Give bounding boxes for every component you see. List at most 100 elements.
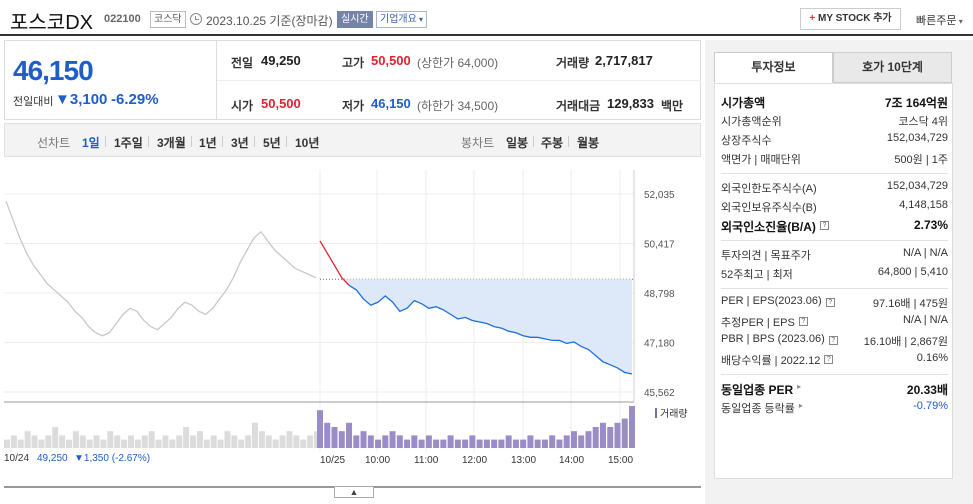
info-row: 52주최고 | 최저 64,800 | 5,410 <box>721 266 948 284</box>
lower-limit: (하한가 34,500) <box>417 99 499 113</box>
help-icon[interactable]: ? <box>828 336 838 345</box>
today-volume-bar <box>433 439 440 448</box>
today-volume-bar <box>512 439 519 448</box>
tab-5year[interactable]: 5년 <box>263 136 281 150</box>
chevron-right-icon[interactable]: ▸ <box>797 382 802 391</box>
chart-period-tabs: 선차트 1일 1주일 3개월 1년 3년 5년 10년 봉차트 일봉 주봉 월봉 <box>4 123 701 157</box>
prev-volume-bar <box>272 439 279 448</box>
today-volume-bar <box>476 439 483 448</box>
prev-volume-bar <box>210 435 217 448</box>
prev-volume-bar <box>252 422 258 448</box>
today-volume-bar <box>418 439 425 448</box>
prev-day-change: ▼1,350 (-2.67%) <box>74 453 151 464</box>
prev-volume-bar <box>231 435 238 448</box>
low-label: 저가 <box>342 99 365 113</box>
tab-1day[interactable]: 1일 <box>82 136 100 150</box>
change-amount: ▼3,100 <box>55 91 108 108</box>
today-volume-bar <box>505 435 512 448</box>
prev-volume-bar <box>217 439 224 448</box>
today-volume-bar <box>367 435 374 448</box>
help-icon[interactable]: ? <box>819 221 829 230</box>
tab-3month[interactable]: 3개월 <box>157 136 186 150</box>
date-text: 2023.10.25 기준(장마감) <box>206 14 333 28</box>
volume-legend: 거래량 <box>660 408 688 420</box>
info-value: 500원 | 1주 <box>894 154 948 166</box>
today-volume-bar <box>440 439 447 448</box>
tab-weekly-candle[interactable]: 주봉 <box>541 136 564 150</box>
prev-volume-bar <box>24 431 31 448</box>
prev-volume-bar <box>307 435 314 448</box>
prev-volume-bar <box>134 439 141 448</box>
prev-value: 49,250 <box>261 53 301 68</box>
prev-volume-bar <box>59 435 66 448</box>
today-volume-bar <box>389 431 396 448</box>
help-icon[interactable]: ? <box>825 298 835 307</box>
prev-volume-bar <box>66 439 72 448</box>
tab-separator <box>222 136 223 147</box>
chevron-right-icon[interactable]: ▸ <box>798 401 803 410</box>
tab-daily-candle[interactable]: 일봉 <box>506 136 529 150</box>
today-volume-bar <box>360 431 367 448</box>
tab-monthly-candle[interactable]: 월봉 <box>577 136 600 150</box>
prev-day-date: 10/24 <box>4 453 30 464</box>
prev-volume-bar <box>169 439 176 448</box>
today-volume-bar <box>411 435 418 448</box>
x-tick-label: 14:00 <box>559 455 584 466</box>
today-volume-bar <box>462 439 469 448</box>
prev-volume-bar <box>265 435 272 448</box>
clock-icon <box>190 13 202 25</box>
info-value: 16.10배 | 2,867원 <box>863 336 948 348</box>
tab-separator <box>533 136 534 147</box>
stock-header: 포스코DX 022100 코스닥 2023.10.25 기준(장마감) 실시간 … <box>0 0 973 36</box>
tab-separator <box>254 136 255 147</box>
price-chart[interactable]: 52,035 50,417 48,798 47,180 45,562 10/25 10:0… <box>4 170 701 470</box>
quick-order-dropdown[interactable]: 빠른주문 <box>916 12 963 28</box>
tab-separator <box>286 136 287 147</box>
today-volume-bar <box>353 435 360 448</box>
info-value: 20.33배 <box>906 383 948 397</box>
help-icon[interactable]: ? <box>798 317 808 326</box>
today-volume-bar <box>469 435 476 448</box>
low-value: 46,150 <box>371 96 411 111</box>
tab-hoga-10[interactable]: 호가 10단계 <box>833 52 952 83</box>
investment-info-panel: 투자정보 호가 10단계 시가총액 7조 164억원 시가총액순위 코스닥 4위 상장주… <box>705 40 973 504</box>
today-volume-bar <box>338 431 345 448</box>
open-label: 시가 <box>231 99 254 113</box>
below-prev-close-area <box>320 279 632 375</box>
today-volume-bar <box>317 410 323 448</box>
line-chart-label: 선차트 <box>37 136 71 150</box>
info-value: 152,034,729 <box>886 132 948 144</box>
live-badge[interactable]: 실시간 <box>337 11 373 28</box>
info-row: 동일업종 등락률 ▸ -0.79% <box>721 400 948 418</box>
prev-volume-bar <box>176 435 183 448</box>
tab-1year[interactable]: 1년 <box>199 136 217 150</box>
info-value: 152,034,729 <box>886 180 948 192</box>
tab-10year[interactable]: 10년 <box>295 136 320 150</box>
amount-label: 거래대금 <box>556 99 601 113</box>
today-volume-bar <box>498 439 505 448</box>
tab-separator <box>148 136 149 147</box>
prev-volume-bar <box>121 439 128 448</box>
info-label: PBR | BPS (2023.06) <box>721 333 825 345</box>
info-row: 추정PER | EPS? N/A | N/A <box>721 314 948 332</box>
info-value: 7조 164억원 <box>884 96 948 110</box>
today-volume-bar <box>346 422 353 448</box>
mystock-add-button[interactable]: + MY STOCK 추가 <box>800 8 901 30</box>
tab-invest-info[interactable]: 투자정보 <box>714 52 833 83</box>
tab-1week[interactable]: 1주일 <box>114 136 143 150</box>
tab-3year[interactable]: 3년 <box>231 136 249 150</box>
info-value: N/A | N/A <box>902 314 948 326</box>
prev-volume-bar <box>107 431 114 448</box>
prev-volume-bar <box>293 435 300 448</box>
help-icon[interactable]: ? <box>824 355 834 364</box>
collapse-chart-button[interactable]: ▲ <box>334 486 374 498</box>
info-row: 상장주식수 152,034,729 <box>721 132 948 150</box>
volume-value: 2,717,817 <box>595 53 653 68</box>
prev-volume-bar <box>286 431 293 448</box>
info-label: 외국인소진율(B/A) <box>721 220 816 234</box>
prev-volume-bar <box>128 435 134 448</box>
y-tick-label: 45,562 <box>644 388 675 399</box>
info-label: 투자의견 | 목표주가 <box>721 250 811 262</box>
company-info-dropdown[interactable]: 기업개요 <box>376 11 428 28</box>
today-volume-bar <box>621 418 628 448</box>
